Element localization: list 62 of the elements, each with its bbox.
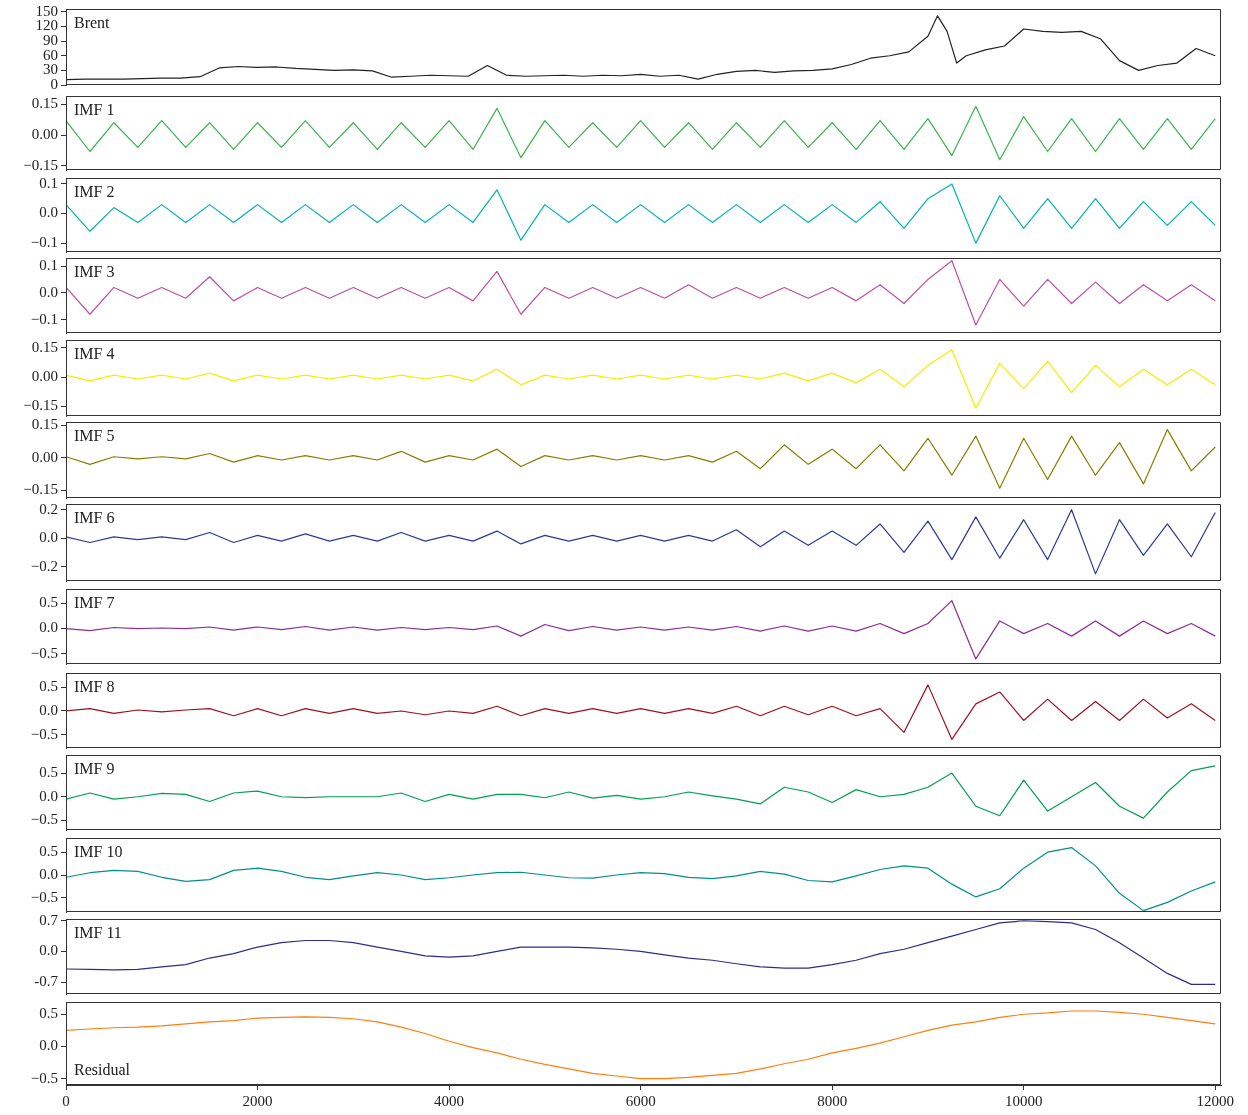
y-tick-label: 0.0 (39, 204, 58, 221)
y-tick-label: 0.0 (39, 283, 58, 300)
series-label: Residual (74, 1061, 131, 1078)
y-tick-label: 0.2 (39, 500, 58, 517)
y-tick-label: 0.0 (39, 942, 58, 959)
y-tick-label: 0.5 (39, 678, 58, 695)
y-tick-label: 0.5 (39, 843, 58, 860)
series-label: IMF 6 (74, 509, 115, 526)
y-tick-label: 0.1 (39, 174, 58, 191)
y-tick-label: −0.2 (30, 557, 58, 574)
series-label: IMF 1 (74, 101, 115, 118)
y-tick-label: 120 (35, 17, 58, 34)
series-label: IMF 7 (74, 594, 115, 611)
y-tick-label: 0.15 (31, 416, 58, 433)
text: Brent (74, 14, 111, 31)
y-tick-label: 0.0 (39, 787, 58, 804)
series-label: IMF 3 (74, 263, 115, 280)
y-tick-label: −0.15 (23, 481, 58, 498)
x-tick-label: 6000 (625, 1092, 656, 1109)
x-tick-label: 2000 (242, 1092, 273, 1109)
y-tick-label: 0.0 (39, 1037, 58, 1054)
y-tick-label: 0.0 (39, 529, 58, 546)
y-tick-label: 0.1 (39, 256, 58, 273)
y-tick-label: 0.5 (39, 763, 58, 780)
series-label: IMF 8 (74, 678, 115, 695)
y-tick-label: −0.5 (30, 811, 58, 828)
series-label: IMF 10 (74, 843, 123, 860)
y-tick-label: −0.5 (30, 644, 58, 661)
y-tick-label: 0.15 (31, 338, 58, 355)
y-tick-label: 30 (43, 61, 58, 78)
y-tick-label: −0.5 (30, 725, 58, 742)
x-tick-label: 4000 (434, 1092, 465, 1109)
y-tick-label: −0.1 (30, 234, 58, 251)
y-tick-label: 0 (50, 75, 58, 92)
y-tick-label: −0.5 (30, 888, 58, 905)
series-label: IMF 2 (74, 183, 115, 200)
y-tick-label: 90 (43, 32, 58, 49)
y-tick-label: 0.5 (39, 1005, 58, 1022)
x-tick-label: 0 (62, 1092, 70, 1109)
y-tick-label: 0.0 (39, 701, 58, 718)
y-tick-label: 0.7 (39, 911, 59, 928)
x-tick-label: 8000 (817, 1092, 848, 1109)
y-tick-label: -0.7 (34, 973, 59, 990)
y-tick-label: 0.00 (31, 367, 58, 384)
y-tick-label: 0.0 (39, 865, 58, 882)
y-tick-label: −0.5 (30, 1069, 58, 1086)
y-tick-label: 0.0 (39, 619, 58, 636)
y-tick-label: 60 (43, 46, 58, 63)
y-tick-label: −0.1 (30, 310, 58, 327)
y-tick-label: 0.5 (39, 594, 58, 611)
y-tick-label: 0.00 (31, 448, 58, 465)
x-tick-label: 10000 (1004, 1092, 1043, 1109)
x-tick-label: 12000 (1196, 1092, 1234, 1109)
y-tick-label: −0.15 (23, 156, 58, 173)
series-label: IMF 4 (74, 345, 115, 362)
y-tick-label: −0.15 (23, 397, 58, 414)
series-label: IMF 9 (74, 760, 115, 777)
y-tick-label: 0.15 (31, 95, 58, 112)
y-tick-label: 0.00 (31, 125, 58, 142)
series-label: IMF 11 (74, 924, 122, 941)
series-label: IMF 5 (74, 427, 115, 444)
y-tick-label: 150 (35, 2, 58, 19)
